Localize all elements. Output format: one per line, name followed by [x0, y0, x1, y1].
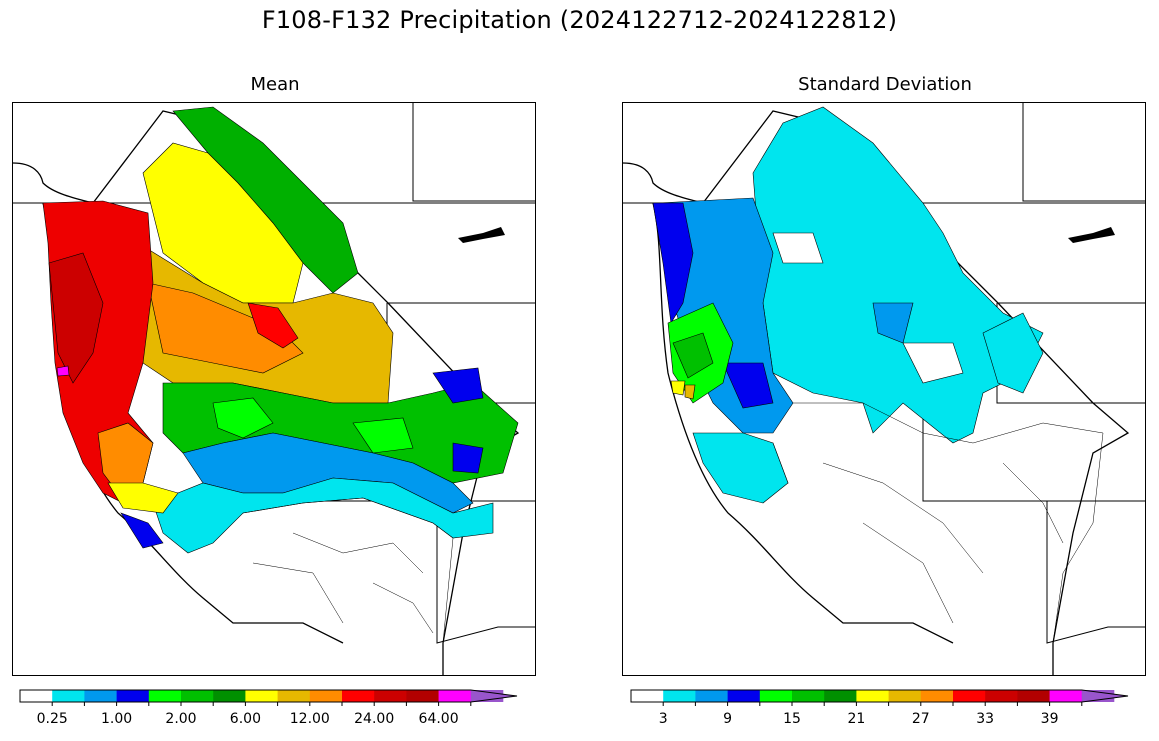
- stddev-colorbar-svg: [630, 689, 1129, 706]
- colorbar-segment: [213, 690, 246, 702]
- colorbar-tick-label: 9: [723, 711, 733, 727]
- colorbar-extend-arrow: [1081, 690, 1128, 702]
- stddev-map: [622, 102, 1146, 676]
- colorbar-tick-label: 2.00: [165, 711, 197, 727]
- colorbar-tick-label: 64.00: [418, 711, 459, 727]
- colorbar-tick-label: 27: [911, 711, 930, 727]
- colorbar-segment: [148, 690, 182, 702]
- colorbar-tick-label: 24.00: [354, 711, 395, 727]
- colorbar-outline: [19, 689, 518, 703]
- stddev-panel-title: Standard Deviation: [798, 74, 972, 95]
- colorbar-segment: [438, 690, 472, 702]
- colorbar-tick-label: 39: [1040, 711, 1059, 727]
- colorbar-segment: [245, 690, 278, 702]
- colorbar-segment: [116, 690, 150, 702]
- colorbar-segment: [84, 690, 117, 702]
- mean-precip-fields: [42, 106, 519, 554]
- colorbar-segment: [920, 690, 954, 702]
- colorbar-segment: [727, 690, 761, 702]
- stddev-colorbar: [630, 689, 1141, 706]
- colorbar-tick-label: 0.25: [36, 711, 68, 727]
- colorbar-segment: [985, 690, 1018, 702]
- colorbar-extend-arrow: [470, 690, 517, 702]
- colorbar-segment: [631, 690, 664, 702]
- colorbar-segment: [792, 690, 825, 702]
- colorbar-segment: [181, 690, 214, 702]
- colorbar-segment: [1017, 690, 1050, 702]
- mean-colorbar-svg: [19, 689, 518, 706]
- colorbar-tick-label: 21: [847, 711, 866, 727]
- mean-basin-outlines: [212, 497, 454, 644]
- stddev-basin-outlines: [793, 402, 1104, 644]
- colorbar-segment: [888, 690, 922, 702]
- colorbar-tick-label: 15: [783, 711, 801, 727]
- mean-lake: [458, 227, 505, 243]
- colorbar-tick-label: 33: [976, 711, 995, 727]
- colorbar-segment: [856, 690, 889, 702]
- colorbar-segment: [406, 690, 439, 702]
- colorbar-tick-label: 12.00: [289, 711, 330, 727]
- stddev-coastline: [623, 110, 1130, 675]
- mean-panel-title: Mean: [250, 74, 300, 95]
- colorbar-segment: [20, 690, 53, 702]
- colorbar-tick-label: 6.00: [229, 711, 261, 727]
- mean-map: [12, 102, 536, 676]
- stddev-map-svg: [623, 103, 1145, 675]
- colorbar-segment: [342, 690, 375, 702]
- colorbar-segment: [52, 690, 85, 702]
- colorbar-outline: [630, 689, 1129, 703]
- colorbar-segment: [374, 690, 407, 702]
- colorbar-tick-label: 1.00: [101, 711, 133, 727]
- colorbar-segment: [309, 690, 343, 702]
- mean-map-svg: [13, 103, 535, 675]
- mean-colorbar: [19, 689, 530, 706]
- stddev-lake: [1068, 227, 1115, 243]
- colorbar-segment: [953, 690, 986, 702]
- colorbar-segment: [695, 690, 728, 702]
- colorbar-segment: [277, 690, 311, 702]
- colorbar-segment: [1049, 690, 1083, 702]
- stddev-precip-fields: [652, 106, 1044, 504]
- figure-title: F108-F132 Precipitation (2024122712-2024…: [261, 6, 898, 34]
- colorbar-tick-label: 3: [658, 711, 668, 727]
- colorbar-segment: [663, 690, 696, 702]
- colorbar-segment: [824, 690, 857, 702]
- colorbar-segment: [759, 690, 793, 702]
